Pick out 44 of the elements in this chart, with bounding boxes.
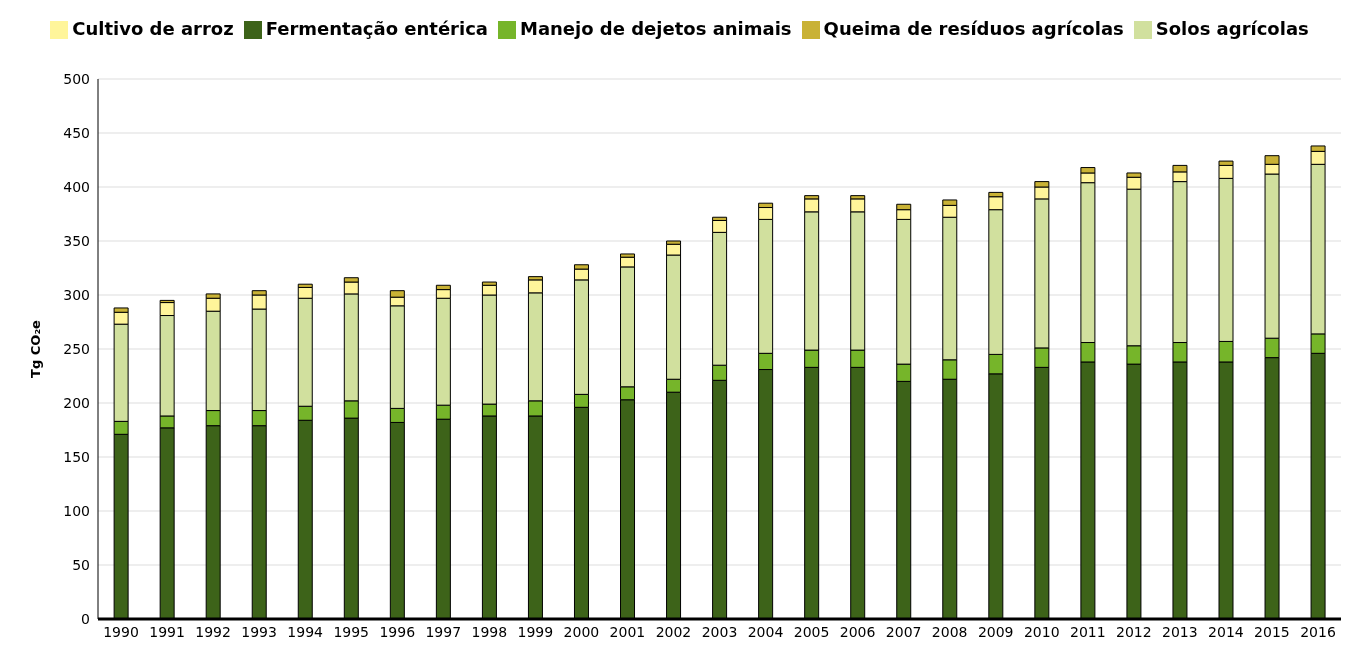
x-tick-label: 2015 (1254, 623, 1290, 640)
x-tick-label: 1996 (379, 623, 416, 640)
legend-label: Solos agrícolas (1155, 18, 1309, 39)
x-tick-label: 1999 (517, 623, 554, 640)
x-tick-label: 1992 (195, 623, 231, 640)
y-tick-label: 150 (63, 448, 90, 465)
y-tick-label: 100 (63, 502, 90, 519)
y-tick-label: 200 (63, 394, 90, 411)
legend-label: Queima de resíduos agrícolas (823, 18, 1124, 39)
y-tick-label: 50 (72, 556, 90, 573)
x-tick-label: 2016 (1300, 623, 1336, 640)
x-tick-label: 2008 (931, 623, 968, 640)
x-tick-label: 2004 (747, 623, 784, 640)
x-tick-label: 2000 (563, 623, 600, 640)
y-tick-label: 350 (63, 232, 90, 249)
y-axis-title: Tg CO₂e (28, 319, 43, 378)
x-tick-label: 2009 (977, 623, 1014, 640)
x-tick-label: 2012 (1116, 623, 1152, 640)
y-tick-label: 400 (63, 178, 90, 195)
x-tick-label: 2002 (655, 623, 692, 640)
x-tick-label: 2003 (701, 623, 738, 640)
x-tick-label: 2006 (839, 623, 876, 640)
y-tick-label: 300 (63, 286, 90, 303)
x-tick-label: 2007 (885, 623, 922, 640)
y-tick-label: 250 (63, 340, 90, 357)
x-tick-label: 2001 (609, 623, 646, 640)
x-tick-label: 2010 (1023, 623, 1060, 640)
x-tick-label: 1993 (241, 623, 277, 640)
x-tick-label: 1995 (333, 623, 370, 640)
legend-label: Fermentação entérica (265, 18, 488, 39)
x-tick-label: 1998 (471, 623, 508, 640)
legend-label: Manejo de dejetos animais (519, 18, 792, 39)
x-tick-label: 1991 (149, 623, 185, 640)
x-tick-label: 2014 (1208, 623, 1244, 640)
x-tick-label: 1997 (425, 623, 462, 640)
y-tick-label: 500 (63, 70, 90, 87)
x-tick-label: 2011 (1069, 623, 1106, 640)
y-tick-label: 0 (81, 610, 90, 627)
legend-label: Cultivo de arroz (72, 18, 234, 39)
y-tick-label: 450 (63, 124, 90, 141)
x-tick-label: 1990 (103, 623, 139, 640)
x-tick-label: 1994 (287, 623, 324, 640)
x-tick-label: 2013 (1162, 623, 1198, 640)
x-tick-label: 2005 (793, 623, 830, 640)
